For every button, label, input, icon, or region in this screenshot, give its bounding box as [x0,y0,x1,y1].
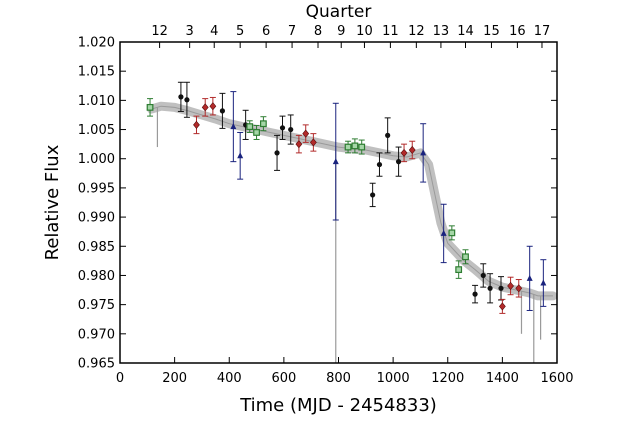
quarter-tick-label: 6 [262,24,270,39]
data-point-circle [385,132,391,138]
data-point-diamond [193,120,200,129]
data-points [146,81,547,314]
data-point-diamond [302,129,310,138]
light-curve-center-line [151,105,553,297]
quarter-tick-label: 12 [408,24,425,39]
y-tick-label: 0.985 [78,240,115,255]
data-point-circle [178,94,184,100]
y-tick-label: 1.020 [78,36,115,51]
quarter-tick-label: 8 [314,24,322,39]
light-curve-band-path [146,101,558,301]
quarter-tick-label: 14 [457,24,474,39]
quarter-tick-label: 4 [210,24,218,39]
data-point-triangle [526,274,533,281]
data-point-square [146,103,154,111]
data-point-square [246,123,254,131]
data-point-square [448,229,456,237]
data-point-square [455,266,463,274]
y-tick-label: 0.980 [78,269,115,284]
data-point-diamond [507,281,514,291]
quarter-tick-label: 3 [186,24,194,39]
quarter-tick-label: 7 [288,24,296,39]
x-tick-label: 1000 [377,371,410,386]
x-tick-label: 200 [162,371,187,386]
quarter-tick-label: 15 [483,24,500,39]
data-point-circle [274,150,280,156]
y-tick-label: 1.000 [78,152,115,167]
data-point-diamond [515,284,523,293]
data-point-diamond [309,138,317,147]
data-point-diamond [498,302,506,311]
x-tick-label: 1600 [540,371,573,386]
data-point-triangle [332,158,339,165]
quarter-tick-label: 11 [382,24,399,39]
data-point-square [351,142,359,150]
data-point-square [253,129,260,136]
axis-ticks: 0 200 400 600 800 1000 1200 1400 1600 0.965 0.970 0… [78,24,574,386]
x-tick-label: 600 [271,371,296,386]
data-point-diamond [209,102,217,111]
y-tick-label: 1.005 [78,123,115,138]
data-point-triangle [237,152,244,159]
data-point-triangle [440,229,447,236]
data-point-circle [480,272,486,279]
y-tick-label: 0.990 [78,211,115,226]
data-point-diamond [201,103,209,112]
y-axis-title: Relative Flux [42,144,63,260]
data-point-diamond [400,148,408,157]
data-point-circle [395,159,402,165]
data-point-circle [498,285,504,291]
quarter-tick-label: 16 [509,24,526,39]
x-tick-label: 1200 [431,371,464,386]
plot-frame [119,41,558,364]
data-point-circle [376,161,383,168]
data-point-circle [487,285,493,291]
data-point-circle [219,108,226,114]
data-point-circle [370,192,376,198]
data-point-triangle [230,123,237,130]
quarter-axis-title: Quarter [306,2,372,22]
y-tick-label: 0.995 [78,181,115,196]
data-point-diamond [295,140,303,149]
y-tick-label: 0.970 [78,327,115,342]
y-tick-label: 1.010 [78,94,115,109]
data-point-square [358,143,366,151]
x-tick-label: 1400 [486,371,519,386]
quarter-tick-label: 13 [433,24,450,39]
data-point-circle [288,126,294,133]
quarter-tick-label: 12 [151,24,168,39]
data-point-square [259,120,267,128]
data-point-circle [184,97,190,103]
data-point-square [462,253,469,261]
data-point-circle [472,291,478,297]
y-tick-label: 0.975 [78,298,115,313]
x-tick-label: 400 [217,371,242,386]
data-point-square [344,143,352,151]
data-point-triangle [420,149,427,156]
quarter-tick-label: 5 [236,24,244,39]
x-tick-label: 0 [116,371,124,386]
x-axis-title: Time (MJD - 2454833) [239,395,437,416]
data-point-diamond [408,145,416,155]
quarter-tick-label: 17 [534,24,551,39]
quarter-tick-label: 10 [356,24,373,39]
x-tick-label: 800 [326,371,351,386]
data-point-triangle [540,279,547,286]
quarter-tick-label: 9 [337,24,345,39]
y-tick-label: 0.965 [78,357,115,372]
data-point-circle [279,125,286,131]
y-tick-label: 1.015 [78,65,115,80]
